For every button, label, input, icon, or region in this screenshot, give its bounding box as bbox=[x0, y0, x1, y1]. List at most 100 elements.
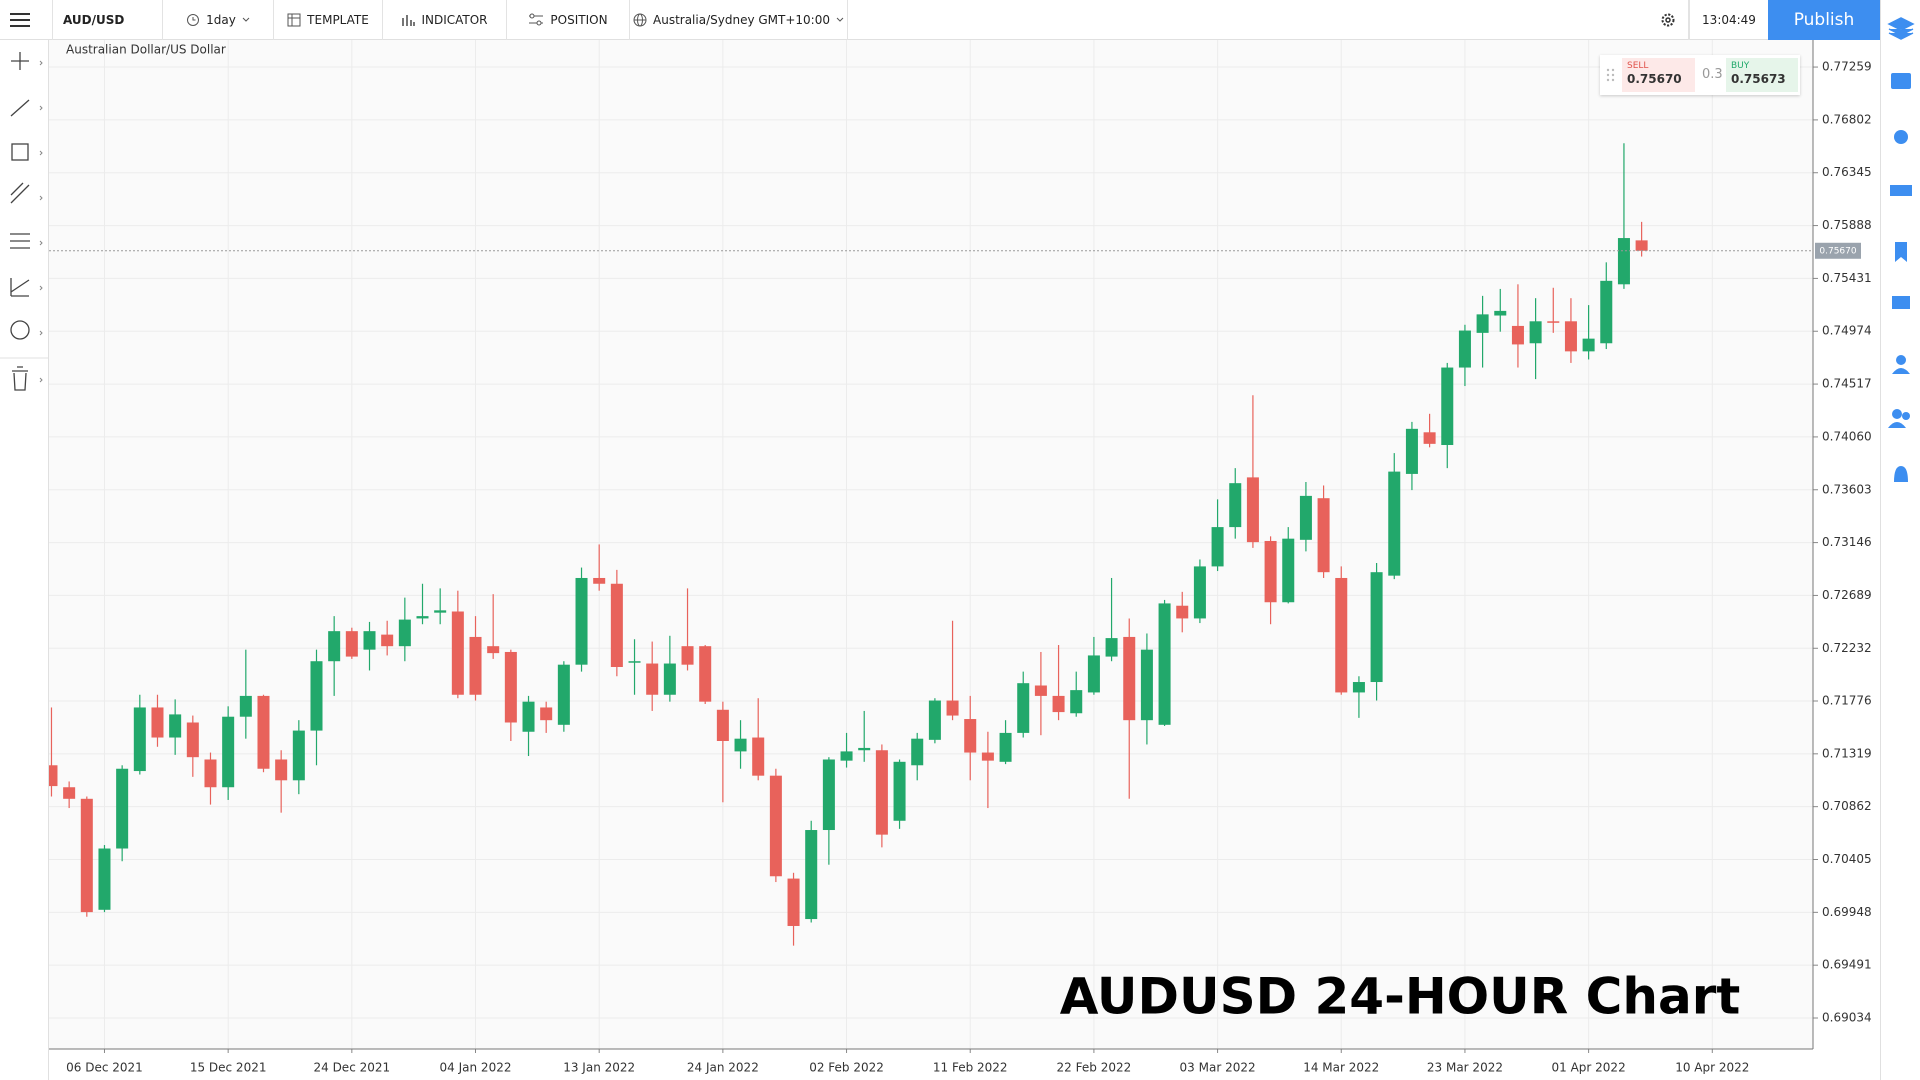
x-tick-label: 15 Dec 2021 bbox=[190, 1061, 267, 1075]
candle-body bbox=[1335, 577, 1348, 693]
candle-body bbox=[1441, 367, 1454, 446]
candle-body bbox=[557, 664, 570, 725]
candle-body bbox=[593, 577, 606, 584]
settings-button[interactable] bbox=[1647, 0, 1689, 40]
timezone[interactable]: Australia/Sydney GMT+10:00 bbox=[630, 0, 848, 40]
position-button[interactable]: POSITION bbox=[507, 0, 630, 40]
candle-body bbox=[1193, 566, 1206, 619]
sell-box[interactable]: SELL 0.75670 bbox=[1622, 58, 1695, 92]
y-tick-label: 0.75888 bbox=[1822, 218, 1872, 232]
line-tool[interactable] bbox=[10, 99, 30, 117]
y-tick-label: 0.72232 bbox=[1822, 641, 1872, 655]
position-icon bbox=[529, 13, 544, 26]
candle-body bbox=[1370, 572, 1383, 683]
candle-body bbox=[1564, 321, 1577, 352]
candle-body bbox=[752, 737, 765, 776]
candle-body bbox=[858, 747, 871, 751]
candle-body bbox=[310, 661, 323, 731]
candle-body bbox=[1158, 603, 1171, 725]
x-tick-label: 14 Mar 2022 bbox=[1303, 1061, 1379, 1075]
template-label: TEMPLATE bbox=[307, 13, 369, 27]
x-tick-label: 03 Mar 2022 bbox=[1180, 1061, 1256, 1075]
candle-body bbox=[1617, 238, 1630, 285]
news-icon[interactable] bbox=[1890, 185, 1912, 196]
alert-icon[interactable] bbox=[1894, 466, 1908, 484]
bookmark-icon[interactable] bbox=[1895, 242, 1907, 262]
candle-body bbox=[1352, 682, 1365, 693]
candles bbox=[45, 143, 1648, 946]
candle-body bbox=[1511, 325, 1524, 345]
group-icon[interactable] bbox=[1892, 409, 1902, 419]
candle-body bbox=[840, 751, 853, 761]
candle-body bbox=[345, 631, 358, 657]
candle-body bbox=[275, 759, 288, 781]
channel-tool[interactable] bbox=[10, 182, 30, 204]
idea-icon[interactable] bbox=[1894, 130, 1908, 144]
y-tick-label: 0.69948 bbox=[1822, 905, 1872, 919]
drag-handle bbox=[1606, 68, 1615, 82]
y-tick-label: 0.70405 bbox=[1822, 852, 1872, 866]
candle-body bbox=[1052, 695, 1065, 713]
candle-body bbox=[416, 616, 429, 619]
x-tick-label: 24 Dec 2021 bbox=[313, 1061, 390, 1075]
indicator-button[interactable]: INDICATOR bbox=[383, 0, 507, 40]
candle-body bbox=[398, 619, 411, 647]
user-icon[interactable] bbox=[1896, 355, 1906, 365]
y-tick-label: 0.77259 bbox=[1822, 60, 1872, 74]
y-tick-label: 0.76345 bbox=[1822, 165, 1872, 179]
calendar-icon[interactable] bbox=[1891, 73, 1911, 89]
candle-body bbox=[363, 631, 376, 650]
x-tick-label: 13 Jan 2022 bbox=[563, 1061, 635, 1075]
y-tick-label: 0.69034 bbox=[1822, 1011, 1872, 1025]
pattern-tool[interactable] bbox=[10, 278, 30, 297]
fib-tool[interactable] bbox=[10, 233, 30, 249]
chevron bbox=[836, 17, 844, 22]
position-label: POSITION bbox=[550, 13, 608, 27]
side-panel bbox=[1880, 0, 1920, 1080]
note-tool[interactable] bbox=[10, 320, 30, 340]
price-tag-label: 0.75670 bbox=[1819, 246, 1856, 256]
candle-body bbox=[451, 611, 464, 695]
layers-icon[interactable] bbox=[1887, 17, 1915, 40]
candle-body bbox=[1405, 428, 1418, 474]
y-tick-label: 0.76802 bbox=[1822, 112, 1872, 126]
crosshair-tool[interactable] bbox=[11, 52, 29, 70]
candle-body bbox=[186, 722, 199, 758]
x-tick-label: 06 Dec 2021 bbox=[66, 1061, 143, 1075]
screen-icon[interactable] bbox=[1892, 296, 1910, 309]
buy-box[interactable]: BUY 0.75673 bbox=[1726, 58, 1798, 92]
candle-body bbox=[699, 646, 712, 702]
menu-button[interactable] bbox=[0, 0, 40, 40]
candle-body bbox=[1034, 685, 1047, 696]
candle-body bbox=[946, 700, 959, 716]
candle-body bbox=[1140, 649, 1153, 721]
buy-label: BUY bbox=[1731, 61, 1750, 71]
publish-button[interactable]: Publish bbox=[1768, 0, 1880, 40]
candle-body bbox=[292, 730, 305, 781]
y-tick-label: 0.71319 bbox=[1822, 746, 1872, 760]
menu-icon bbox=[10, 13, 30, 27]
candle-body bbox=[875, 750, 888, 835]
candle-body bbox=[63, 787, 76, 799]
delete-tool[interactable] bbox=[12, 366, 28, 391]
y-tick-label: 0.71776 bbox=[1822, 693, 1872, 707]
candle-body bbox=[1070, 690, 1083, 714]
candle-body bbox=[964, 719, 977, 753]
symbol[interactable]: AUD/USD bbox=[52, 0, 163, 40]
template-button[interactable]: TEMPLATE bbox=[274, 0, 383, 40]
candle-body bbox=[999, 732, 1012, 762]
x-tick-label: 11 Feb 2022 bbox=[933, 1061, 1008, 1075]
template-icon bbox=[287, 13, 301, 27]
candle-body bbox=[1299, 495, 1312, 540]
rect-tool[interactable] bbox=[11, 143, 29, 161]
candle-body bbox=[822, 759, 835, 831]
candle-body bbox=[1423, 432, 1436, 444]
candle-body bbox=[769, 775, 782, 877]
y-tick-label: 0.72689 bbox=[1822, 588, 1872, 602]
candle-body bbox=[628, 661, 641, 663]
candle-body bbox=[893, 761, 906, 821]
spread: 0.3 bbox=[1702, 67, 1723, 82]
price-tag bbox=[1815, 242, 1861, 259]
interval[interactable]: 1day bbox=[163, 0, 274, 40]
